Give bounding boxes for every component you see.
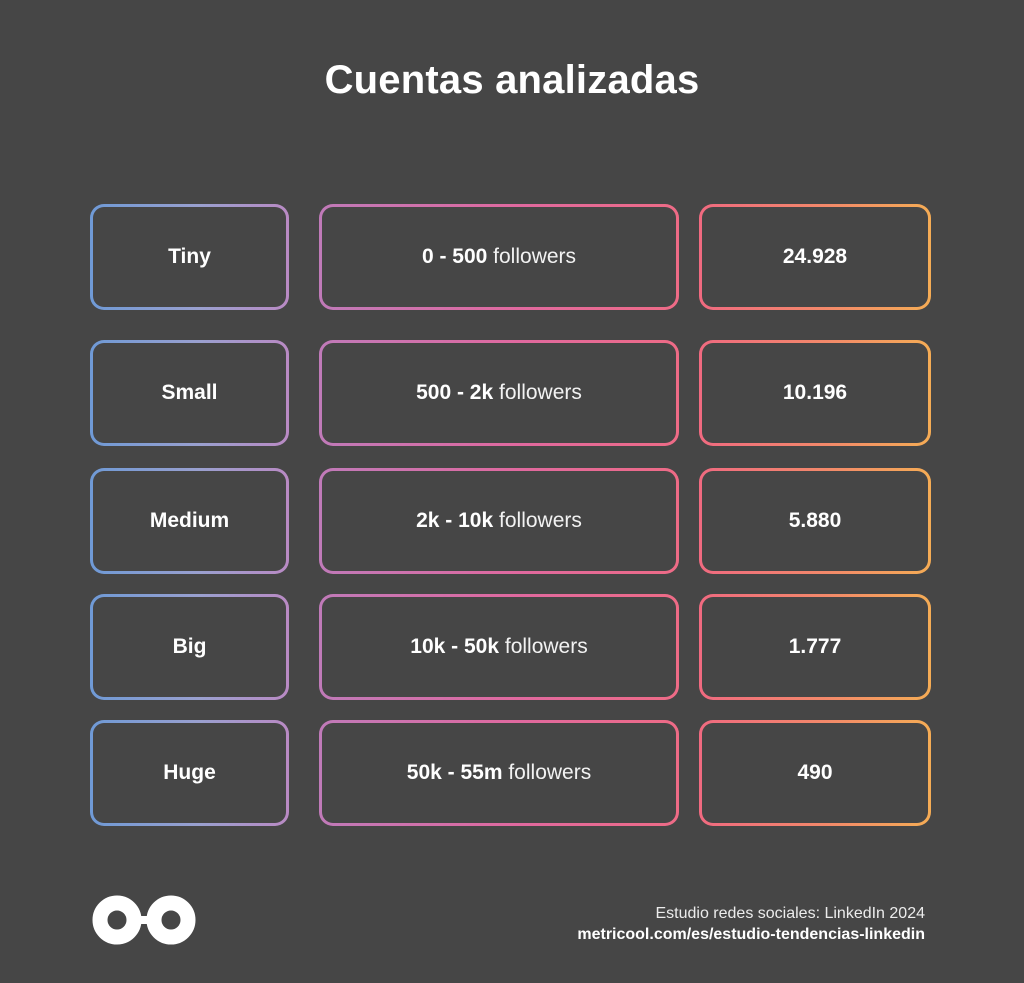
range-cell: 10k - 50k followers [319,594,679,700]
range-cell: 0 - 500 followers [319,204,679,310]
accounts-value: 10.196 [702,343,928,443]
accounts-cell: 10.196 [699,340,931,446]
category-label: Tiny [93,207,286,307]
accounts-value: 1.777 [702,597,928,697]
range-label: 0 - 500 [421,245,488,268]
accounts-value: 24.928 [702,207,928,307]
accounts-cell: 1.777 [699,594,931,700]
range-cell: 500 - 2k followers [319,340,679,446]
table-row: Small 500 - 2k followers 10.196 [90,340,932,446]
category-label: Big [93,597,286,697]
footer-source: Estudio redes sociales: LinkedIn 2024 [655,905,925,922]
table-row: Big 10k - 50k followers 1.777 [90,594,932,700]
range-cell: 2k - 10k followers [319,468,679,574]
category-label: Huge [93,723,286,823]
accounts-cell: 490 [699,720,931,826]
range-unit: followers [499,381,582,404]
footer-url: metricool.com/es/estudio-tendencias-link… [577,926,925,943]
category-cell: Huge [90,720,289,826]
table-row: Tiny 0 - 500 followers 24.928 [90,204,932,310]
range-unit: followers [499,509,582,532]
range-cell: 50k - 55m followers [319,720,679,826]
footer-source-block: Estudio redes sociales: LinkedIn 2024 me… [577,903,925,945]
accounts-cell: 5.880 [699,468,931,574]
category-cell: Medium [90,468,289,574]
range-label: 500 - 2k [416,381,494,404]
table-row: Medium 2k - 10k followers 5.880 [90,468,932,574]
page-title: Cuentas analizadas [324,58,700,102]
accounts-cell: 24.928 [699,204,931,310]
category-label: Medium [93,471,286,571]
category-cell: Small [90,340,289,446]
range-unit: followers [504,635,588,658]
accounts-value: 490 [702,723,928,823]
range-label: 50k - 55m [406,761,503,784]
range-label: 2k - 10k [416,509,494,532]
table-row: Huge 50k - 55m followers 490 [90,720,932,826]
category-cell: Big [90,594,289,700]
category-cell: Tiny [90,204,289,310]
category-label: Small [93,343,286,443]
accounts-value: 5.880 [702,471,928,571]
range-label: 10k - 50k [410,635,500,658]
metricool-infinity-logo-icon [92,895,196,945]
range-unit: followers [493,245,577,268]
range-unit: followers [508,761,592,784]
accounts-table: Tiny 0 - 500 followers 24.928 Small 500 … [90,204,932,826]
